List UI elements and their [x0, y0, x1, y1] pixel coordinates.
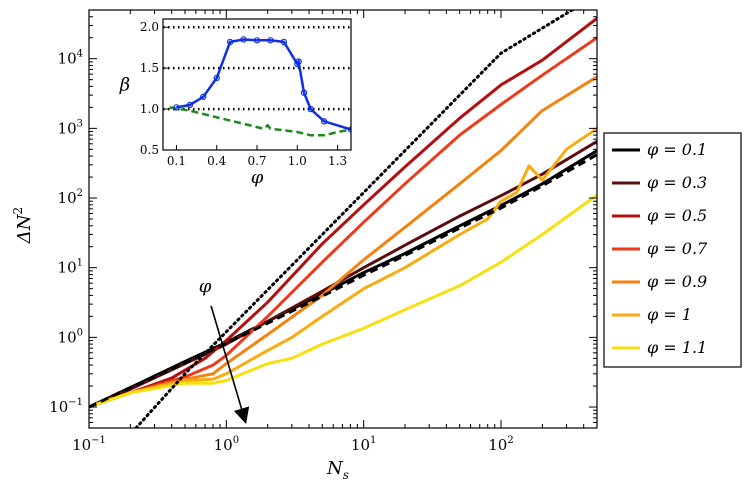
- x-tick-label: 100: [214, 435, 239, 454]
- inset-x-tick-label: 0.4: [207, 154, 226, 168]
- inset-x-axis-title: φ: [251, 167, 264, 188]
- legend-label-2: φ = 0.5: [647, 206, 707, 225]
- inset-blue-point: [300, 89, 308, 96]
- inset-blue-point: [173, 104, 180, 111]
- legend: φ = 0.1 φ = 0.3 φ = 0.5 φ = 0.7 φ = 0.9 φ = 1…: [603, 132, 742, 368]
- inset-x-tick-label: 0.1: [167, 154, 186, 168]
- series-line-2: [89, 17, 597, 409]
- inset-y-tick-label: 2.0: [140, 20, 159, 34]
- inset-y-axis-title: β: [119, 75, 130, 96]
- series-line-6: [89, 193, 597, 409]
- annotation-label: φ: [199, 276, 212, 297]
- inset-blue-point: [267, 37, 274, 44]
- series-line-3: [89, 36, 597, 409]
- inset-blue-point: [240, 36, 247, 43]
- inset-blue-point: [200, 93, 207, 100]
- dashed-reference-line: [89, 153, 597, 409]
- inset-y-tick-label: 1.0: [140, 102, 159, 116]
- y-tick-label: 10−1: [49, 397, 83, 416]
- inset-blue-point: [253, 37, 261, 44]
- legend-label-5: φ = 1: [647, 305, 692, 324]
- y-tick-label: 102: [58, 188, 83, 207]
- x-tick-label: 102: [488, 435, 513, 454]
- inset-x-tick-label: 1.0: [288, 154, 307, 168]
- y-tick-label: 103: [58, 118, 83, 137]
- inset-blue-point: [213, 74, 220, 82]
- inset-x-tick-label: 0.7: [247, 154, 266, 168]
- inset-blue-point: [320, 118, 328, 125]
- legend-label-3: φ = 0.7: [647, 239, 708, 258]
- inset-blue-point: [186, 101, 194, 109]
- inset-plot: 0.1 0.4 0.7 1.0 1.3 0.5 1.0 1.5 2.0 φ β: [119, 18, 352, 188]
- inset-background: [163, 19, 351, 150]
- annotation-arrow: [210, 305, 250, 424]
- inset-blue-point: [295, 58, 302, 65]
- inset-blue-point: [280, 38, 288, 46]
- inset-green-line: [169, 106, 351, 137]
- inset-x-tick-label: 1.3: [328, 154, 347, 168]
- inset-y-tick-label: 1.5: [140, 61, 159, 75]
- inset-blue-point: [307, 105, 314, 113]
- legend-label-6: φ = 1.1: [647, 338, 707, 357]
- y-tick-label: 100: [58, 327, 83, 346]
- inset-blue-point: [226, 38, 234, 46]
- inset-y-tick-label: 0.5: [140, 143, 159, 157]
- y-tick-label: 104: [58, 49, 83, 68]
- dotted-reference-line: [134, 10, 574, 428]
- legend-label-1: φ = 0.3: [647, 173, 707, 192]
- legend-label-4: φ = 0.9: [647, 272, 707, 291]
- y-axis-title: ΔN2: [11, 207, 35, 244]
- x-tick-label: 10−1: [72, 435, 106, 454]
- series-line-5: [89, 127, 597, 409]
- legend-label-0: φ = 0.1: [647, 140, 707, 159]
- x-tick-label: 101: [351, 435, 376, 454]
- inset-blue-line: [176, 38, 351, 131]
- main-plot: 10−1 100 101 102 10−1 100 101 102 103 104 φ: [49, 9, 598, 454]
- x-axis-title: Ns: [326, 458, 349, 482]
- y-tick-label: 101: [58, 258, 83, 277]
